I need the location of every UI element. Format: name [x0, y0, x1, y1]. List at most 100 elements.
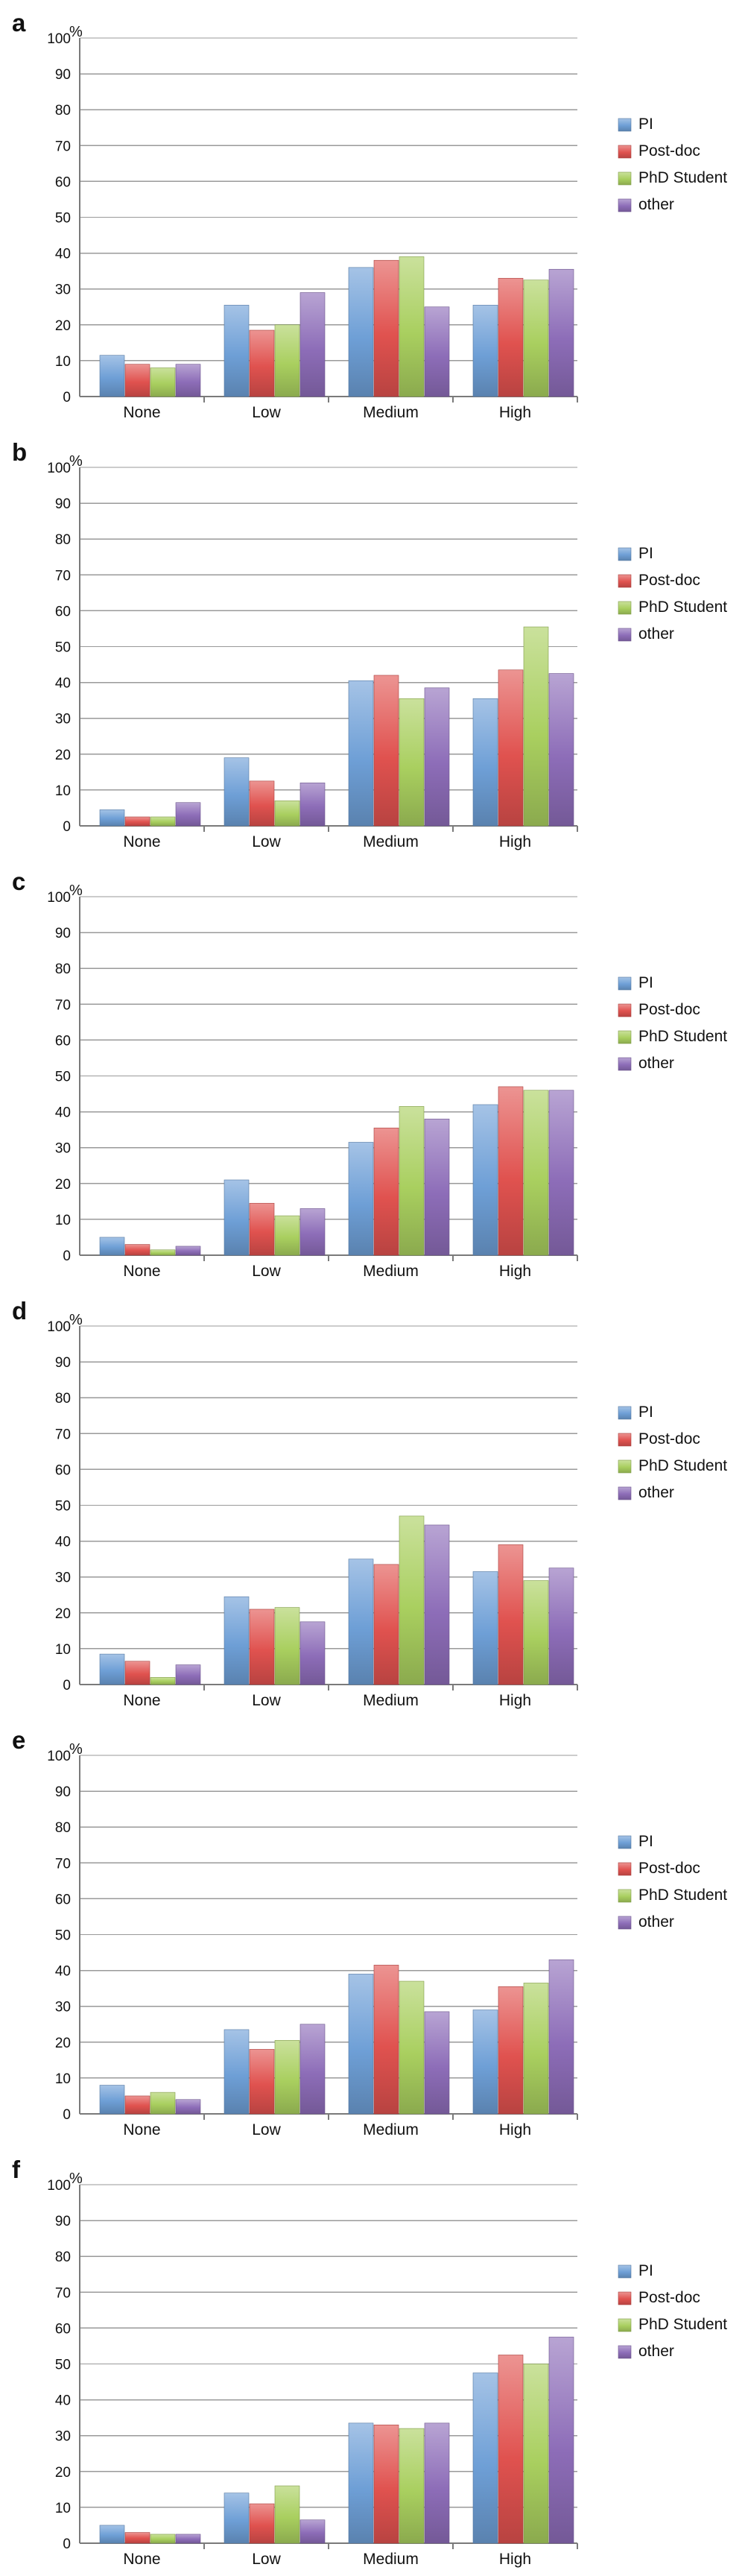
- chart-panel-d: d 0 10 20 30 40 50 60 70 80 90 100% None Low Medium Hig…: [12, 1297, 727, 1709]
- x-tick-label: High: [499, 404, 531, 421]
- bar-pi-medium: [348, 1142, 374, 1256]
- bar-pi-none: [99, 355, 125, 397]
- bar-pi-low: [224, 2493, 250, 2544]
- bar-phd-student-low: [274, 1215, 300, 1256]
- bar-other-high: [548, 673, 574, 827]
- legend-swatch: [618, 601, 632, 615]
- y-tick-label: 90: [55, 496, 71, 512]
- y-tick-label: 80: [55, 1391, 71, 1407]
- legend-label: other: [638, 196, 674, 213]
- bar-other-high: [548, 1959, 574, 2115]
- bar-other-low: [299, 2024, 326, 2115]
- x-tick-label: High: [499, 2551, 531, 2568]
- legend-swatch: [618, 2264, 632, 2279]
- bar-post-doc-medium: [373, 2424, 399, 2544]
- bar-phd-student-low: [274, 801, 300, 827]
- y-tick-label: 70: [55, 1856, 71, 1872]
- legend-swatch: [618, 1889, 632, 1903]
- legend-swatch: [618, 1406, 632, 1420]
- bar-other-none: [175, 1246, 201, 1256]
- bar-phd-student-low: [274, 324, 300, 397]
- y-tick-label: 10: [55, 1213, 71, 1228]
- bar-phd-student-medium: [399, 698, 425, 827]
- panel-label: b: [12, 438, 27, 466]
- bar-phd-student-low: [274, 2040, 300, 2115]
- y-tick-label: 10: [55, 1642, 71, 1658]
- y-tick-label: 30: [55, 282, 71, 298]
- y-tick-label: 30: [55, 712, 71, 727]
- y-tick-label: 100: [47, 1749, 71, 1764]
- legend-label: Post-doc: [638, 1001, 700, 1018]
- bar-post-doc-none: [124, 2095, 150, 2115]
- x-tick-label: Medium: [363, 2121, 419, 2138]
- legend-swatch: [618, 1030, 632, 1044]
- x-tick-label: Low: [252, 2551, 281, 2568]
- bar-phd-student-high: [523, 280, 549, 397]
- legend-label: PhD Student: [638, 1887, 727, 1904]
- bar-post-doc-high: [498, 1086, 524, 1256]
- y-tick-label: 30: [55, 1570, 71, 1586]
- legend-label: other: [638, 1055, 674, 1072]
- legend-swatch: [618, 118, 632, 132]
- y-tick-label: 100: [47, 2178, 71, 2194]
- y-tick-label: 80: [55, 1820, 71, 1836]
- y-tick-label: 90: [55, 67, 71, 83]
- x-tick-label: Low: [252, 833, 281, 850]
- bar-post-doc-low: [249, 1202, 275, 1256]
- bar-other-low: [299, 782, 326, 827]
- bar-other-medium: [424, 1524, 450, 1685]
- bar-post-doc-high: [498, 2355, 524, 2544]
- legend-label: PhD Student: [638, 1028, 727, 1045]
- bar-phd-student-high: [523, 626, 549, 827]
- legend-label: PI: [638, 2262, 653, 2279]
- bar-post-doc-none: [124, 364, 150, 397]
- bar-pi-high: [472, 305, 498, 397]
- bar-other-none: [175, 2534, 201, 2544]
- y-tick-label: 0: [63, 2536, 71, 2552]
- bar-phd-student-none: [150, 1249, 176, 1256]
- y-tick-label: 10: [55, 783, 71, 799]
- y-unit-label: %: [69, 24, 83, 40]
- legend-label: other: [638, 2343, 674, 2360]
- bar-post-doc-high: [498, 277, 524, 397]
- legend-label: other: [638, 1484, 674, 1501]
- bar-phd-student-medium: [399, 1515, 425, 1685]
- bar-other-medium: [424, 306, 450, 397]
- bar-post-doc-low: [249, 329, 275, 397]
- bar-phd-student-medium: [399, 256, 425, 397]
- y-unit-label: %: [69, 453, 83, 470]
- bar-pi-high: [472, 2010, 498, 2115]
- bar-pi-none: [99, 2525, 125, 2544]
- bar-post-doc-high: [498, 1986, 524, 2115]
- y-tick-label: 40: [55, 2393, 71, 2409]
- y-tick-label: 40: [55, 1535, 71, 1550]
- legend-swatch: [618, 2345, 632, 2359]
- y-tick-label: 80: [55, 962, 71, 977]
- bar-post-doc-none: [124, 1244, 150, 1256]
- legend-label: PhD Student: [638, 2316, 727, 2333]
- bar-pi-medium: [348, 2422, 374, 2544]
- bar-post-doc-high: [498, 669, 524, 827]
- bar-post-doc-medium: [373, 1564, 399, 1685]
- bar-phd-student-none: [150, 367, 176, 397]
- bar-pi-medium: [348, 267, 374, 397]
- y-tick-label: 0: [63, 1248, 71, 1264]
- chart-panel-a: a 0 10 20 30 40 50 60 70 80 90 100% None Low Medium Hig…: [12, 9, 727, 421]
- y-tick-label: 100: [47, 890, 71, 906]
- y-tick-label: 20: [55, 2036, 71, 2051]
- y-tick-label: 0: [63, 819, 71, 835]
- y-tick-label: 30: [55, 2000, 71, 2015]
- bar-pi-low: [224, 305, 250, 397]
- x-tick-label: None: [123, 404, 160, 421]
- y-tick-label: 50: [55, 1499, 71, 1515]
- bar-pi-low: [224, 1179, 250, 1256]
- y-tick-label: 90: [55, 1784, 71, 1800]
- bar-other-medium: [424, 2011, 450, 2115]
- y-tick-label: 80: [55, 532, 71, 548]
- y-tick-label: 60: [55, 1033, 71, 1049]
- y-tick-label: 30: [55, 1141, 71, 1157]
- bar-post-doc-medium: [373, 1127, 399, 1256]
- y-tick-label: 50: [55, 1070, 71, 1085]
- legend-swatch: [618, 976, 632, 991]
